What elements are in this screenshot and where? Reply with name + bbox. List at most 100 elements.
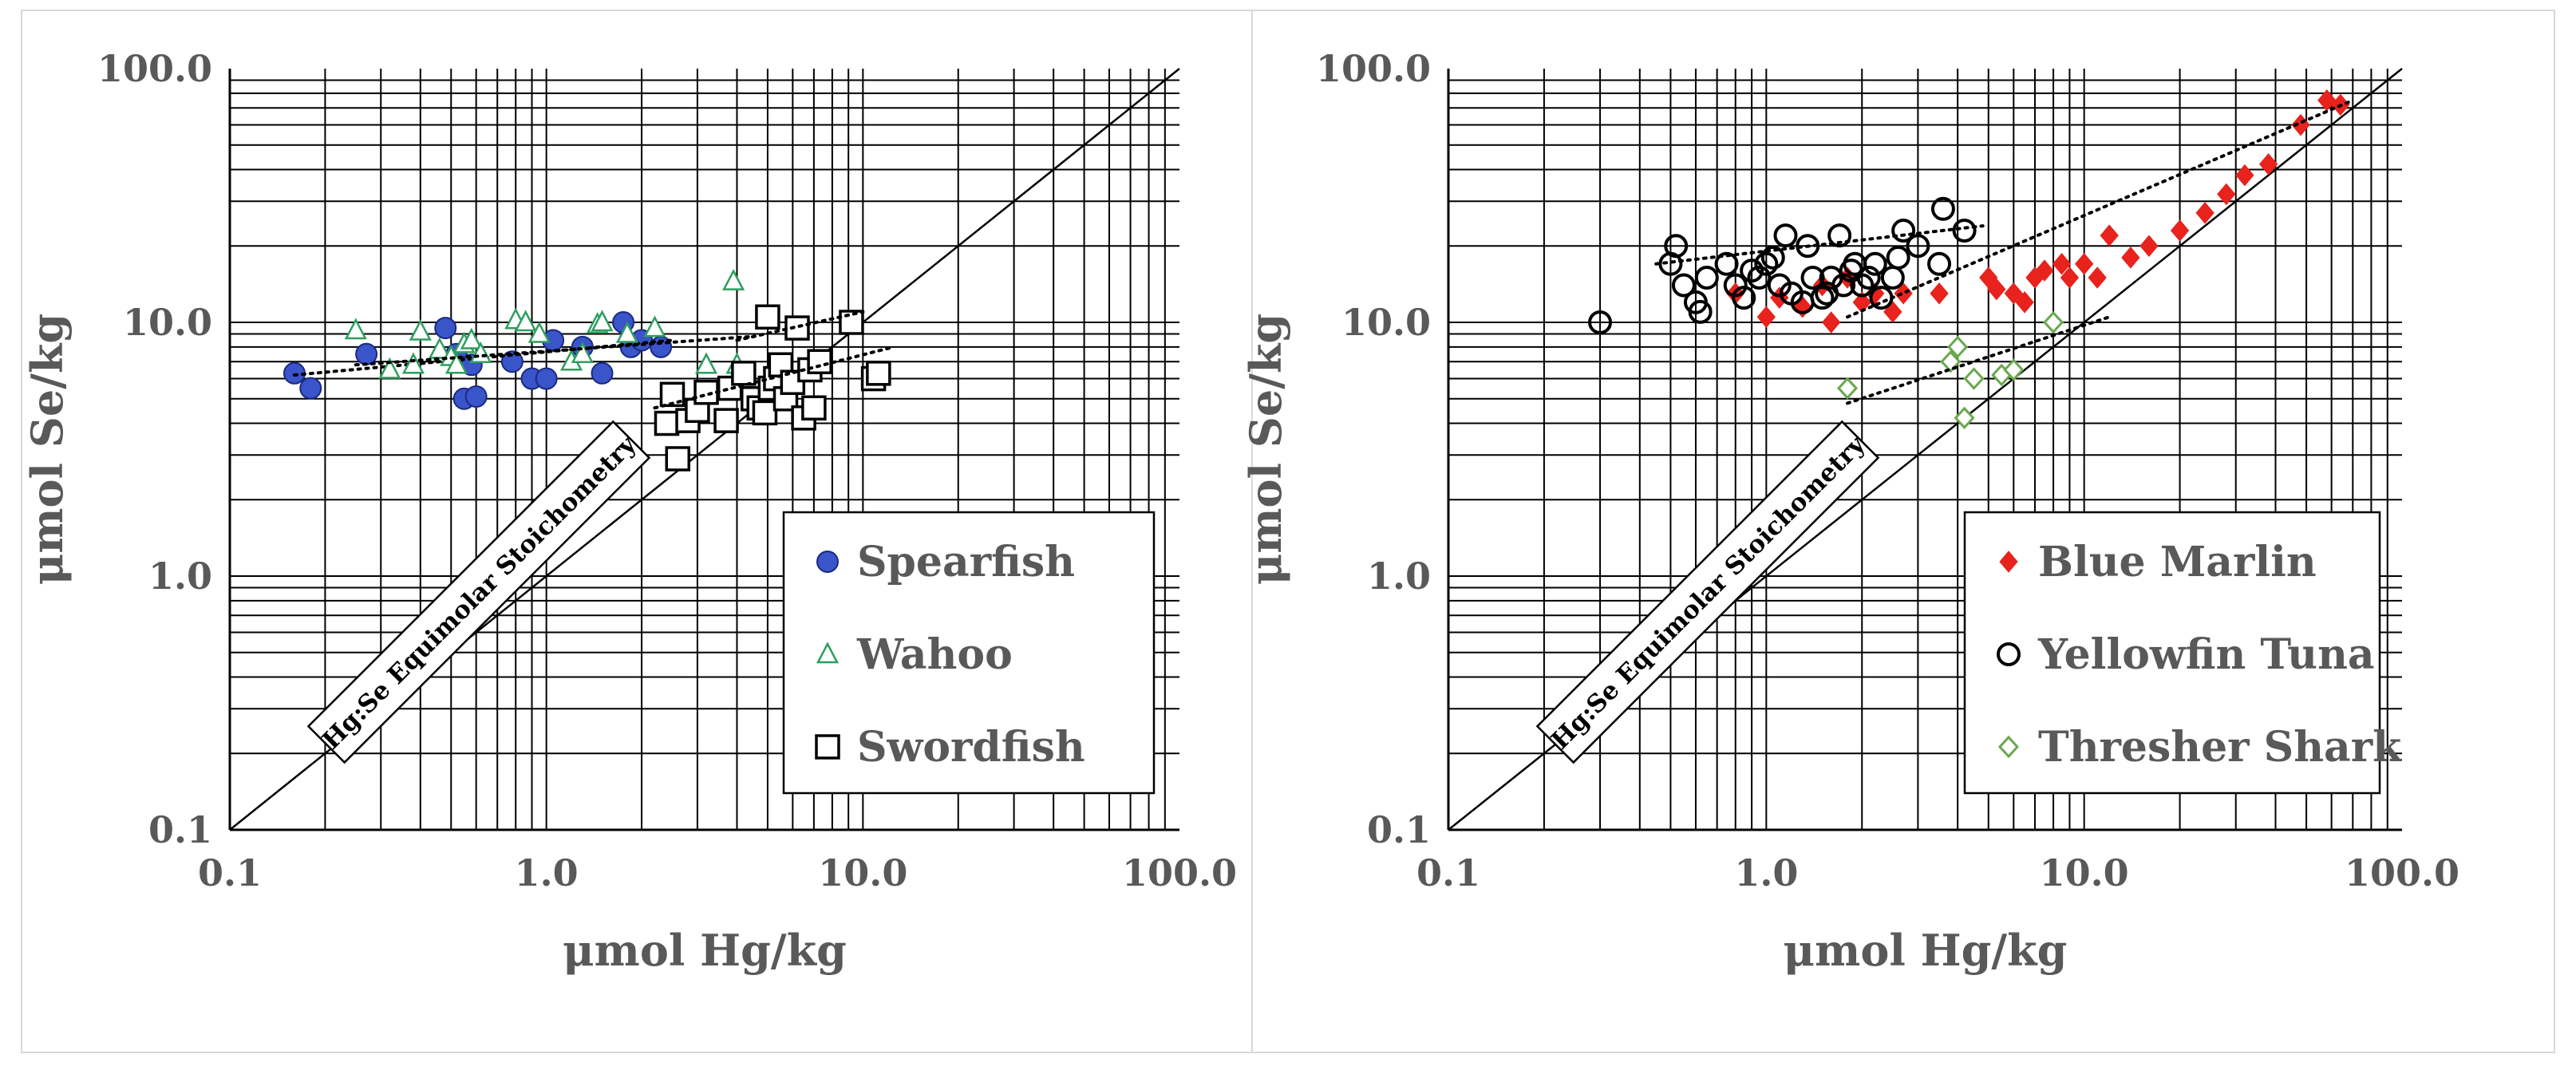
legend-label: Swordfish	[857, 723, 1085, 772]
legend-box	[782, 511, 1156, 795]
x-tick-label: 10.0	[818, 851, 907, 894]
data-point	[1760, 245, 1785, 270]
data-point	[731, 361, 757, 386]
x-tick-label: 1.0	[515, 851, 579, 894]
data-point	[444, 352, 468, 374]
data-point	[1754, 251, 1779, 276]
stoichiometry-box	[1535, 420, 1880, 764]
left-panel: Hg:Se Equimolar Stoichometry 0.1 1.0 10.0 10…	[22, 47, 1237, 976]
series-thresher-shark	[1836, 310, 2064, 430]
data-point	[1819, 266, 1843, 290]
data-point	[409, 318, 432, 341]
data-point	[1723, 273, 1748, 298]
data-point	[299, 377, 322, 400]
series-blue-marlin	[1726, 89, 2350, 334]
data-point	[755, 304, 780, 330]
stoichiometry-label: Hg:Se Equimolar Stoichometry	[1535, 420, 1880, 764]
stoichiometry-text: Hg:Se Equimolar Stoichometry	[1546, 429, 1871, 755]
data-point	[1732, 286, 1756, 310]
legend-box	[1963, 511, 2381, 795]
data-point	[1588, 310, 1613, 334]
legend-marker	[816, 551, 839, 573]
data-point	[1740, 259, 1764, 283]
data-point	[693, 379, 719, 405]
stoichiometry-label: Hg:Se Equimolar Stoichometry	[306, 420, 651, 764]
y-tick-label: 10.0	[1341, 301, 1431, 344]
data-point	[500, 350, 523, 373]
data-point	[1688, 299, 1713, 324]
y-tick-label: 100.0	[97, 47, 212, 90]
data-point	[355, 342, 378, 365]
data-point	[1800, 266, 1825, 290]
data-point	[1886, 245, 1910, 270]
data-point	[694, 352, 718, 374]
data-point	[535, 367, 558, 390]
data-point	[1869, 286, 1894, 310]
data-point	[1770, 286, 1789, 309]
data-point	[1952, 218, 1977, 243]
data-point	[1714, 251, 1739, 276]
data-point	[1930, 196, 1955, 221]
data-point	[1880, 266, 1905, 290]
data-point	[1927, 251, 1952, 276]
data-point	[1810, 286, 1835, 310]
series-wahoo	[344, 268, 749, 379]
x-tick-label: 100.0	[1122, 851, 1237, 894]
data-point	[665, 446, 691, 472]
data-point	[2217, 183, 2236, 206]
data-point	[784, 315, 810, 341]
data-point	[1664, 234, 1689, 259]
data-point	[654, 410, 680, 436]
data-point	[2052, 252, 2072, 275]
legend-marker	[1997, 642, 2021, 666]
data-point	[2100, 224, 2119, 247]
legend-marker	[815, 734, 840, 760]
data-point	[1836, 377, 1859, 400]
data-point	[752, 400, 778, 426]
y-tick-label: 0.1	[1367, 808, 1431, 851]
data-point	[2004, 282, 2023, 305]
x-tick-label: 0.1	[1416, 851, 1480, 894]
trendline	[354, 334, 755, 367]
y-tick-label: 10.0	[123, 301, 212, 344]
trendline	[1654, 224, 1985, 266]
data-point	[1850, 273, 1875, 298]
data-point	[378, 357, 401, 379]
x-tick-label: 0.1	[198, 851, 262, 894]
data-point	[571, 342, 594, 363]
data-point	[1883, 301, 1902, 323]
legend: Spearfish Wahoo Swordfish	[782, 511, 1156, 795]
trendline	[735, 310, 865, 342]
x-tick-label: 10.0	[2040, 851, 2129, 894]
data-point	[1930, 282, 1949, 305]
data-point	[807, 349, 832, 375]
data-point	[839, 310, 864, 335]
legend-label: Thresher Shark	[2038, 723, 2402, 772]
x-axis-label: μmol Hg/kg	[1784, 925, 2068, 976]
data-point	[434, 317, 457, 340]
data-point	[464, 385, 488, 408]
legend-label: Blue Marlin	[2038, 538, 2317, 586]
legend-label: Spearfish	[857, 538, 1075, 586]
series-yellowfin-tuna	[1588, 196, 1977, 334]
trendline	[292, 338, 674, 377]
data-point	[2060, 266, 2080, 289]
legend-marker	[816, 642, 840, 664]
data-point	[866, 361, 891, 386]
data-point	[643, 315, 666, 338]
y-tick-label: 100.0	[1316, 47, 1431, 90]
data-point	[1767, 273, 1792, 298]
trendline	[1846, 98, 2355, 319]
y-tick-label: 1.0	[148, 555, 212, 598]
data-point	[1954, 406, 1975, 430]
data-point	[2035, 259, 2054, 282]
data-point	[2043, 310, 2064, 334]
figure-frame	[21, 10, 2555, 1053]
data-point	[1852, 291, 1871, 314]
x-tick-label: 100.0	[2345, 851, 2459, 894]
data-point	[1863, 251, 1887, 276]
data-point	[1773, 223, 1798, 248]
data-point	[2075, 252, 2094, 275]
data-point	[1747, 266, 1772, 290]
